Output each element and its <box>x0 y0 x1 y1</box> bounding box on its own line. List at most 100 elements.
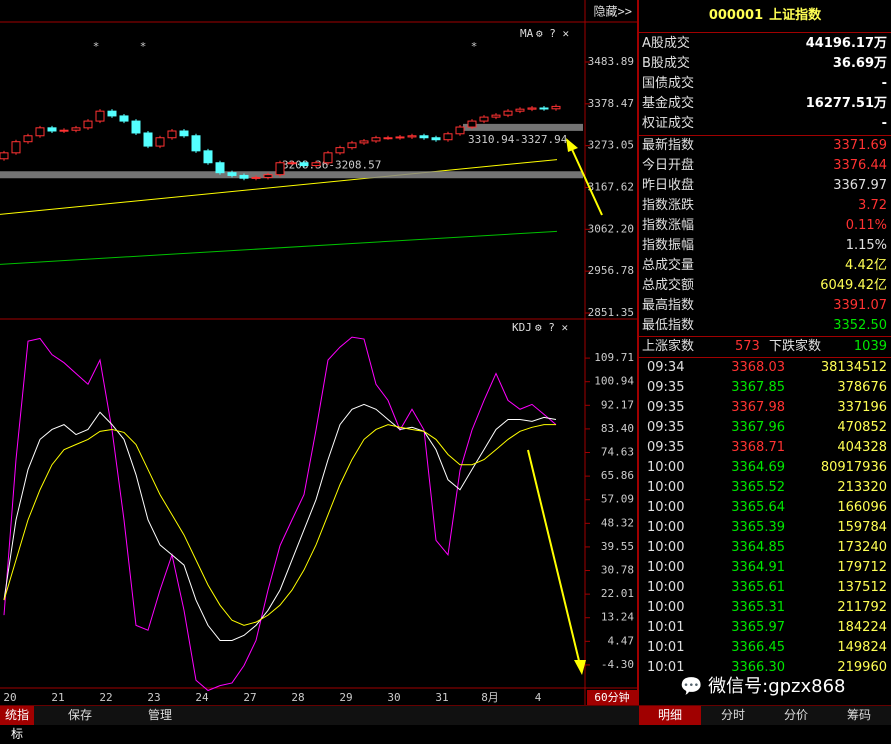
y-tick-label: 74.63 <box>601 446 634 459</box>
candle-body <box>551 105 561 110</box>
candle-body <box>335 147 345 154</box>
index-value: 3367.97 <box>833 178 887 193</box>
candle-body <box>239 174 249 179</box>
marker: * <box>471 40 478 53</box>
candle-body <box>251 176 261 179</box>
candle-body <box>455 126 465 135</box>
candle-body <box>59 129 69 132</box>
y-tick-label: 22.01 <box>601 587 634 600</box>
info-row: 基金成交 16277.51万 <box>639 94 891 114</box>
index-value: 3.72 <box>858 198 887 213</box>
candle-body <box>359 140 369 144</box>
chart-area: 隐藏>> MA ⚙ ? ✕ KDJ ⚙ ? ✕ * * * 60分钟 3483.… <box>0 0 637 705</box>
panel-controls[interactable]: ⚙ ? ✕ <box>535 321 568 334</box>
index-label: 最高指数 <box>642 298 695 313</box>
x-tick-label: 20 <box>3 691 16 704</box>
period-label[interactable]: 60分钟 <box>594 690 629 704</box>
y-tick-label: 65.86 <box>601 469 634 482</box>
tick-row: 10:00 3365.52 213320 <box>639 478 891 498</box>
info-label: 权证成交 <box>642 116 695 131</box>
candle-body <box>431 137 441 141</box>
breadth-label: 上涨家数 <box>642 339 695 354</box>
tab[interactable]: 分时 <box>720 708 745 722</box>
hide-button[interactable]: 隐藏>> <box>594 5 632 19</box>
tick-volume: 219960 <box>837 660 887 675</box>
tick-volume: 137512 <box>837 580 887 595</box>
candle-body <box>131 120 141 134</box>
index-label: 最新指数 <box>642 138 695 153</box>
arrow-head <box>574 660 586 675</box>
period-box[interactable] <box>587 690 637 705</box>
index-label: 指数振幅 <box>642 238 695 253</box>
index-row: 最新指数 3371.69 <box>639 136 891 156</box>
tick-row: 10:00 3365.64 166096 <box>639 498 891 518</box>
kdj-line <box>3 403 557 641</box>
candle-body <box>395 136 405 139</box>
candle-body <box>71 127 81 131</box>
tab[interactable]: 分价 <box>783 708 808 722</box>
x-tick-label: 28 <box>291 691 304 704</box>
candle-body <box>95 110 105 122</box>
stock-code: 000001 <box>708 8 764 23</box>
candle-body <box>0 152 9 160</box>
tick-time: 10:00 <box>647 600 685 615</box>
panel-controls[interactable]: ⚙ ? ✕ <box>536 27 569 40</box>
index-label: 总成交量 <box>642 258 695 273</box>
tick-time: 10:00 <box>647 520 685 535</box>
index-row: 总成交额 6049.42亿 <box>639 276 891 296</box>
watermark: 💬 微信号:gpzx868 <box>680 676 846 697</box>
y-tick-label: 30.78 <box>601 564 634 577</box>
index-row: 指数涨跌 3.72 <box>639 196 891 216</box>
tick-time: 10:00 <box>647 460 685 475</box>
y-tick-label: 39.55 <box>601 540 634 553</box>
tab[interactable]: 筹码 <box>846 708 871 722</box>
info-row: A股成交 44196.17万 <box>639 34 891 54</box>
index-label: 总成交额 <box>642 278 695 293</box>
tab[interactable]: 保存 <box>67 708 92 722</box>
ma-line <box>0 230 558 265</box>
x-tick-label: 24 <box>195 691 209 704</box>
tick-price: 3366.45 <box>731 640 785 655</box>
candle-body <box>383 137 393 140</box>
tab[interactable]: 明细 <box>639 706 701 725</box>
tick-time: 10:00 <box>647 540 685 555</box>
tick-price: 3368.71 <box>731 440 785 455</box>
candle-body <box>527 107 537 110</box>
separator <box>639 336 891 337</box>
info-label: A股成交 <box>642 36 690 51</box>
tick-time: 10:00 <box>647 500 685 515</box>
tick-price: 3364.69 <box>731 460 785 475</box>
tick-row: 10:00 3364.69 80917936 <box>639 458 891 478</box>
index-row: 最低指数 3352.50 <box>639 316 891 336</box>
x-tick-label: 29 <box>339 691 352 704</box>
tick-time: 09:35 <box>647 440 685 455</box>
tab[interactable]: 统指标 <box>0 706 34 741</box>
info-value: 36.69万 <box>832 56 887 71</box>
tick-price: 3365.64 <box>731 500 785 515</box>
tab[interactable]: 管理 <box>147 708 172 722</box>
tick-row: 09:35 3367.85 378676 <box>639 378 891 398</box>
index-label: 指数涨幅 <box>642 218 695 233</box>
candle-body <box>203 150 213 164</box>
tick-volume: 159784 <box>837 520 887 535</box>
candle-body <box>419 135 429 139</box>
band-label: 3310.94-3327.94 <box>468 133 568 146</box>
tick-time: 10:00 <box>647 480 685 495</box>
breadth-value: 1039 <box>853 339 887 354</box>
price-band <box>0 171 583 179</box>
y-tick-label: -4.30 <box>601 658 634 671</box>
annotation-arrows <box>527 138 603 675</box>
candle-body <box>47 127 57 132</box>
info-value: - <box>881 76 887 91</box>
tick-time: 10:00 <box>647 560 685 575</box>
candle-body <box>227 172 237 176</box>
watermark-text: 微信号:gpzx868 <box>708 676 846 697</box>
candle-body <box>107 110 117 117</box>
stock-name: 上证指数 <box>769 8 822 23</box>
index-row: 指数振幅 1.15% <box>639 236 891 256</box>
y-tick-label: 3167.62 <box>588 181 634 194</box>
tick-volume: 38134512 <box>820 360 887 375</box>
tick-time: 09:34 <box>647 360 685 375</box>
tick-volume: 211792 <box>837 600 887 615</box>
